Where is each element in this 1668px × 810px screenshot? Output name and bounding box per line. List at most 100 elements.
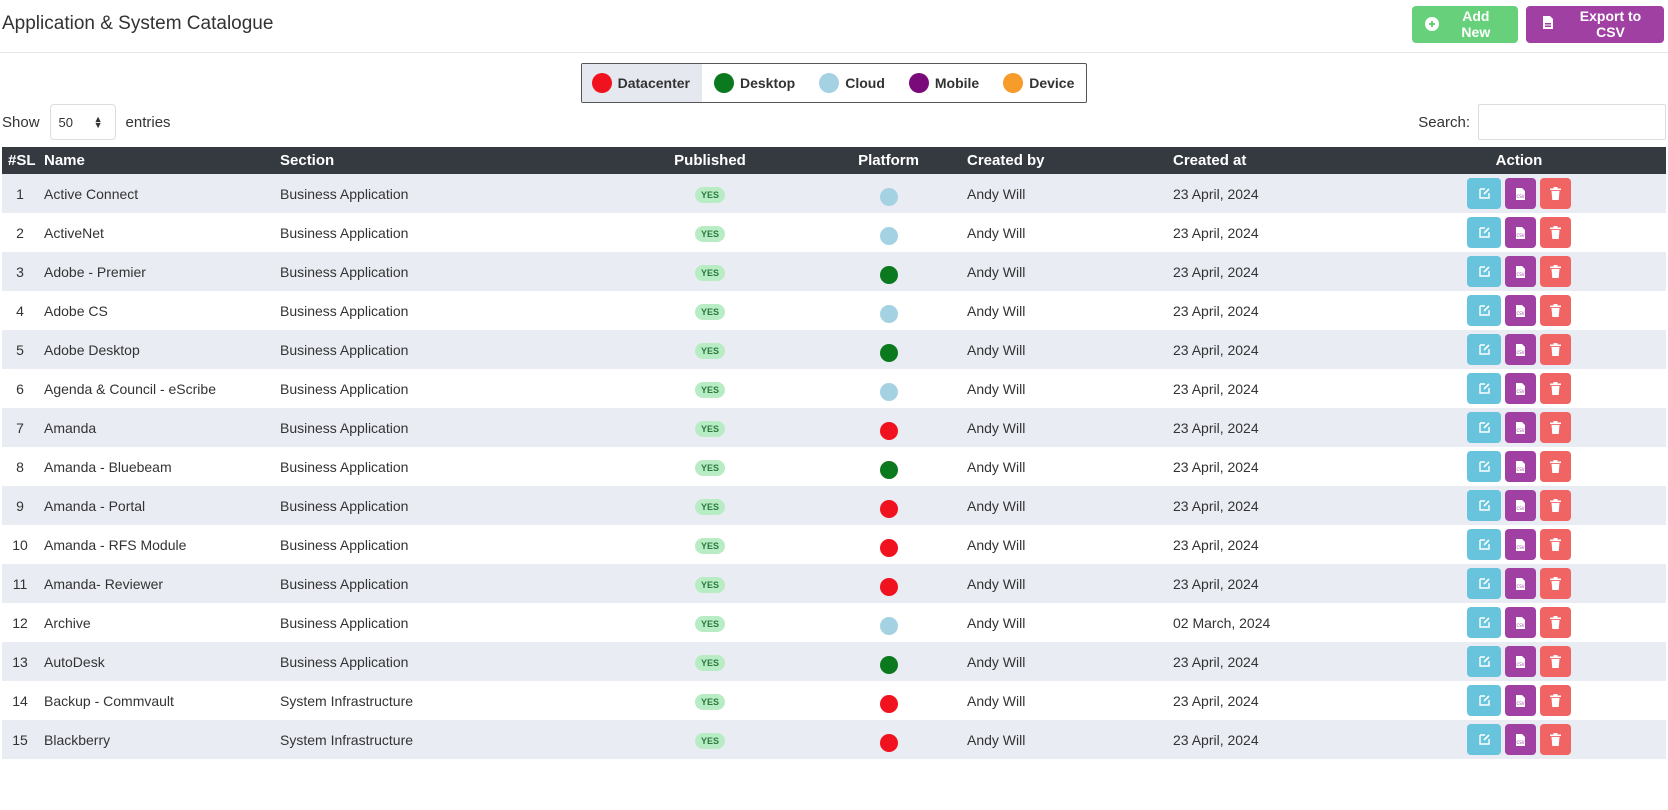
legend-item-datacenter[interactable]: Datacenter <box>581 64 702 102</box>
delete-button[interactable] <box>1540 178 1571 209</box>
delete-button[interactable] <box>1540 334 1571 365</box>
edit-button[interactable] <box>1467 529 1501 560</box>
col-section[interactable]: Section <box>280 152 335 169</box>
row-section: Business Application <box>280 497 409 514</box>
edit-button[interactable] <box>1467 646 1501 677</box>
add-new-button[interactable]: Add New <box>1412 5 1518 43</box>
edit-button[interactable] <box>1467 490 1501 521</box>
row-published: YES <box>604 525 816 564</box>
col-published[interactable]: Published <box>674 152 746 169</box>
col-platform[interactable]: Platform <box>858 152 919 169</box>
col-created-at[interactable]: Created at <box>1173 152 1247 169</box>
add-new-label: Add New <box>1461 8 1491 40</box>
export-row-button[interactable]: CSV <box>1505 295 1536 326</box>
export-row-button[interactable]: CSV <box>1505 412 1536 443</box>
platform-dot-icon <box>879 733 898 752</box>
action-buttons: CSV <box>1378 412 1660 443</box>
row-name: Adobe CS <box>44 302 108 319</box>
col-created-by[interactable]: Created by <box>967 152 1045 169</box>
page-title: Application & System Catalogue <box>2 13 274 34</box>
edit-button[interactable] <box>1467 256 1501 287</box>
row-sl: 3 <box>16 263 24 280</box>
edit-button[interactable] <box>1467 568 1501 599</box>
legend-item-mobile[interactable]: Mobile <box>897 64 991 102</box>
row-actions: CSV <box>1372 603 1666 642</box>
row-platform <box>816 252 961 291</box>
action-buttons: CSV <box>1378 451 1660 482</box>
table-row: 11 Amanda- Reviewer Business Application YE… <box>2 564 1666 603</box>
col-sl[interactable]: #SL <box>8 152 36 169</box>
legend-item-cloud[interactable]: Cloud <box>807 64 897 102</box>
edit-button[interactable] <box>1467 685 1501 716</box>
export-row-button[interactable]: CSV <box>1505 178 1536 209</box>
export-row-button[interactable]: CSV <box>1505 451 1536 482</box>
export-row-button[interactable]: CSV <box>1505 529 1536 560</box>
edit-button[interactable] <box>1467 451 1501 482</box>
edit-button[interactable] <box>1467 217 1501 248</box>
published-badge: YES <box>694 498 725 515</box>
delete-button[interactable] <box>1540 490 1571 521</box>
trash-icon <box>1550 226 1561 239</box>
row-section: Business Application <box>280 224 409 241</box>
legend-dot-icon <box>908 73 929 93</box>
platform-dot-icon <box>879 694 898 713</box>
export-row-button[interactable]: CSV <box>1505 217 1536 248</box>
published-badge: YES <box>694 732 725 749</box>
row-section: Business Application <box>280 653 409 670</box>
edit-button[interactable] <box>1467 724 1501 755</box>
csv-file-icon: CSV <box>1515 733 1526 747</box>
export-csv-button[interactable]: Export to CSV <box>1526 5 1664 43</box>
row-created-at: 23 April, 2024 <box>1173 302 1259 319</box>
export-row-button[interactable]: CSV <box>1505 373 1536 404</box>
platform-dot-icon <box>879 577 898 596</box>
platform-dot-icon <box>879 382 898 401</box>
delete-button[interactable] <box>1540 373 1571 404</box>
delete-button[interactable] <box>1540 568 1571 599</box>
export-row-button[interactable]: CSV <box>1505 646 1536 677</box>
delete-button[interactable] <box>1540 685 1571 716</box>
export-row-button[interactable]: CSV <box>1505 334 1536 365</box>
delete-button[interactable] <box>1540 529 1571 560</box>
row-created-by: Andy Will <box>967 692 1026 709</box>
row-name: Adobe Desktop <box>44 341 140 358</box>
export-row-button[interactable]: CSV <box>1505 256 1536 287</box>
svg-text:CSV: CSV <box>1516 194 1524 199</box>
row-section: System Infrastructure <box>280 731 414 748</box>
row-created-at: 23 April, 2024 <box>1173 497 1259 514</box>
col-name[interactable]: Name <box>44 152 85 169</box>
row-created-by: Andy Will <box>967 263 1026 280</box>
legend-item-desktop[interactable]: Desktop <box>702 64 807 102</box>
edit-button[interactable] <box>1467 412 1501 443</box>
action-buttons: CSV <box>1378 490 1660 521</box>
trash-icon <box>1550 694 1561 707</box>
edit-button[interactable] <box>1467 373 1501 404</box>
edit-button[interactable] <box>1467 295 1501 326</box>
row-created-at: 23 April, 2024 <box>1173 185 1259 202</box>
edit-button[interactable] <box>1467 607 1501 638</box>
delete-button[interactable] <box>1540 412 1571 443</box>
delete-button[interactable] <box>1540 646 1571 677</box>
row-sl: 14 <box>12 692 28 709</box>
export-row-button[interactable]: CSV <box>1505 490 1536 521</box>
delete-button[interactable] <box>1540 451 1571 482</box>
delete-button[interactable] <box>1540 295 1571 326</box>
export-row-button[interactable]: CSV <box>1505 724 1536 755</box>
delete-button[interactable] <box>1540 256 1571 287</box>
table-row: 1 Active Connect Business Application YES An… <box>2 174 1666 213</box>
legend-item-device[interactable]: Device <box>991 64 1086 102</box>
delete-button[interactable] <box>1540 724 1571 755</box>
export-row-button[interactable]: CSV <box>1505 607 1536 638</box>
svg-text:CSV: CSV <box>1516 701 1524 706</box>
row-sl: 7 <box>16 419 24 436</box>
export-row-button[interactable]: CSV <box>1505 685 1536 716</box>
search-input[interactable] <box>1478 104 1666 140</box>
edit-icon <box>1478 460 1491 473</box>
edit-button[interactable] <box>1467 178 1501 209</box>
delete-button[interactable] <box>1540 217 1571 248</box>
row-actions: CSV <box>1372 642 1666 681</box>
edit-button[interactable] <box>1467 334 1501 365</box>
export-row-button[interactable]: CSV <box>1505 568 1536 599</box>
table-row: 12 Archive Business Application YES Andy Wil… <box>2 603 1666 642</box>
delete-button[interactable] <box>1540 607 1571 638</box>
entries-select[interactable]: 50 ▲ ▼ <box>49 104 116 140</box>
